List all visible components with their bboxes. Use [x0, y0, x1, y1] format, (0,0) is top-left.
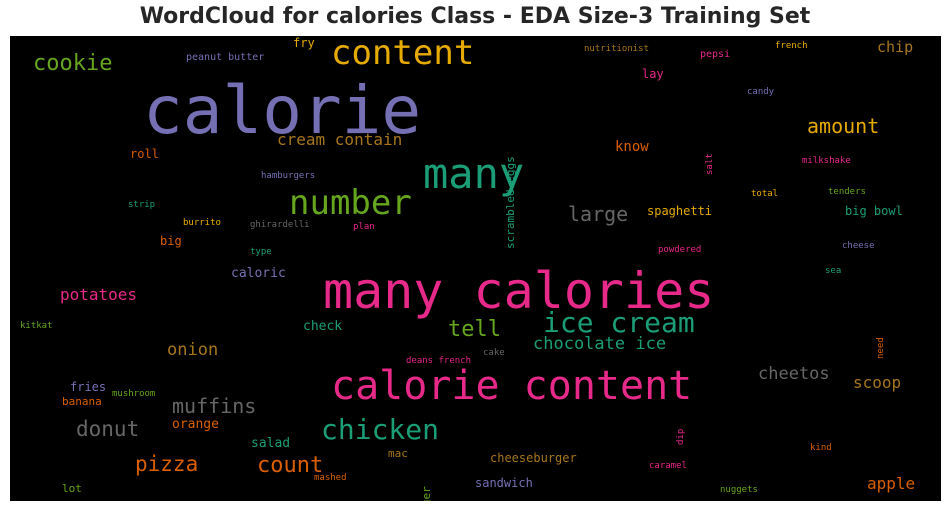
word-ice-cream: ice cream	[543, 306, 695, 339]
word-chocolate-ice: chocolate ice	[533, 334, 667, 354]
word-burrito: burrito	[183, 218, 221, 228]
word-powdered: powdered	[658, 245, 702, 255]
word-hamburgers: hamburgers	[261, 171, 316, 181]
word-deans-french: deans french	[406, 356, 472, 366]
word-check: check	[303, 319, 343, 334]
word-salt: salt	[705, 152, 715, 175]
word-cheese: cheese	[842, 241, 875, 251]
word-cookie: cookie	[33, 51, 113, 76]
word-apple: apple	[867, 474, 916, 493]
word-caloric: caloric	[231, 266, 286, 281]
word-amount: amount	[807, 114, 880, 138]
word-cheetos: cheetos	[758, 364, 830, 384]
word-calorie: calorie	[143, 72, 422, 149]
word-sea: sea	[825, 266, 842, 276]
word-donut: donut	[76, 417, 140, 441]
word-dip: dip	[676, 428, 686, 446]
word-nuggets: nuggets	[720, 485, 758, 495]
word-muffins: muffins	[172, 394, 257, 418]
word-cream-contain: cream contain	[277, 130, 403, 149]
word-nutritionist: nutritionist	[584, 44, 650, 54]
word-mushroom: mushroom	[112, 389, 156, 399]
word-number: number	[289, 183, 412, 223]
wordcloud-canvas: calorie many calories calorie content many c…	[10, 36, 941, 501]
word-strip: strip	[128, 200, 156, 210]
word-cheeseburger: cheeseburger	[490, 451, 577, 465]
word-kitkat: kitkat	[20, 321, 53, 331]
word-chip: chip	[877, 38, 914, 56]
word-orange: orange	[172, 417, 219, 432]
word-spaghetti: spaghetti	[647, 204, 713, 218]
word-kind: kind	[810, 443, 832, 453]
word-tell: tell	[448, 317, 501, 342]
word-calorie-content: calorie content	[331, 363, 693, 409]
word-count: count	[257, 453, 324, 478]
word-french: french	[775, 41, 808, 51]
word-many: many	[423, 149, 525, 198]
word-pepsi: pepsi	[700, 49, 731, 60]
word-cake: cake	[483, 348, 505, 358]
word-roll: roll	[130, 147, 159, 161]
word-know: know	[615, 139, 649, 155]
word-chicken: chicken	[321, 413, 440, 446]
word-ghirardelli: ghirardelli	[250, 220, 310, 230]
word-milkshake: milkshake	[802, 156, 851, 166]
word-onion: onion	[167, 340, 219, 360]
word-scrambled-eggs: scrambled eggs	[504, 156, 517, 250]
word-peanut-butter: peanut butter	[186, 52, 265, 63]
word-tenders: tenders	[828, 187, 866, 197]
word-pizza: pizza	[135, 452, 199, 476]
word-large: large	[568, 202, 629, 226]
word-big: big	[160, 234, 182, 248]
word-type: type	[250, 247, 272, 257]
word-content: content	[331, 36, 475, 73]
word-lot: lot	[62, 482, 82, 495]
word-banana: banana	[62, 395, 102, 408]
word-candy: candy	[747, 87, 775, 97]
word-total: total	[751, 189, 779, 199]
word-many-calories: many calories	[323, 262, 715, 320]
word-fry: fry	[293, 36, 315, 50]
word-caramel: caramel	[649, 461, 687, 471]
word-need: need	[876, 336, 886, 359]
word-salad: salad	[251, 436, 291, 451]
word-potatoes: potatoes	[60, 285, 138, 304]
chart-title: WordCloud for calories Class - EDA Size-…	[139, 4, 811, 29]
word-mac: mac	[388, 447, 408, 460]
word-plan: plan	[353, 222, 375, 232]
word-lay: lay	[642, 67, 664, 81]
word-fries: fries	[70, 380, 107, 394]
word-big-bowl: big bowl	[845, 204, 903, 218]
word-mashed: mashed	[314, 473, 347, 483]
word-burger: burger	[420, 486, 433, 501]
word-sandwich: sandwich	[475, 476, 533, 490]
word-scoop: scoop	[853, 373, 902, 392]
